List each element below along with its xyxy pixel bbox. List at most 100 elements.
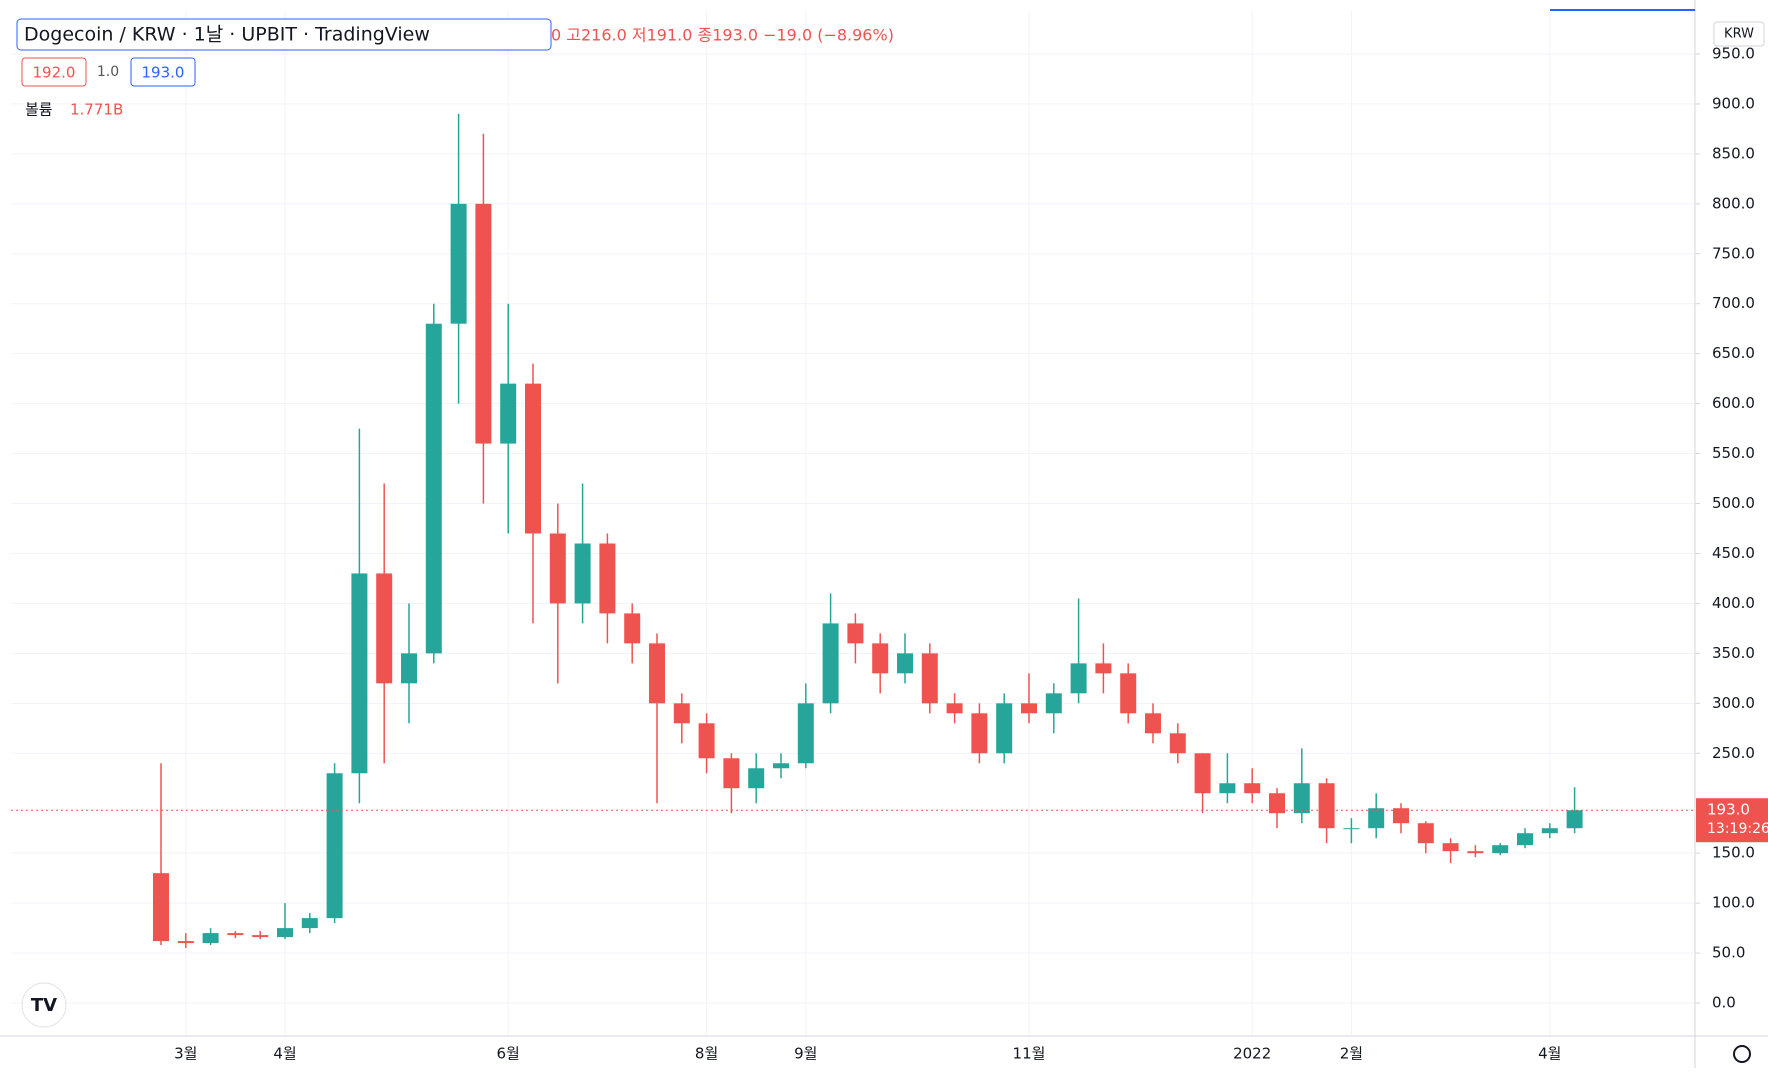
last-price-label: 193.0 — [1707, 801, 1750, 819]
last-price-box — [1696, 798, 1768, 843]
y-tick-label: 850.0 — [1712, 144, 1755, 162]
logo-mark: TV — [31, 995, 57, 1016]
candle-body — [549, 533, 566, 604]
candle-body — [1343, 828, 1360, 830]
candle-body — [376, 573, 393, 684]
candle-body — [1070, 663, 1087, 694]
candle-body — [301, 918, 318, 929]
y-tick-label: 450.0 — [1712, 544, 1755, 562]
y-tick-label: 50.0 — [1712, 944, 1745, 962]
symbol-box[interactable] — [16, 18, 552, 51]
ask-box[interactable] — [130, 57, 196, 87]
x-tick-label: 3월 — [174, 1045, 197, 1063]
candle-body — [649, 643, 665, 704]
candle-body — [525, 383, 541, 534]
y-tick-label: 700.0 — [1712, 294, 1755, 312]
candle-body — [773, 763, 789, 769]
candle-body — [673, 703, 690, 724]
currency-button[interactable] — [1713, 21, 1765, 47]
y-tick-label: 150.0 — [1712, 844, 1755, 862]
y-tick-label: 0.0 — [1712, 994, 1736, 1012]
y-tick-label: 250.0 — [1712, 744, 1755, 762]
bid: 192.0 — [33, 64, 76, 82]
candle-body — [153, 873, 169, 942]
x-tick-label: 4월 — [1538, 1045, 1561, 1063]
countdown: 13:19:26 — [1707, 821, 1768, 837]
candle-body — [872, 643, 889, 674]
x-tick-label: 4월 — [273, 1045, 296, 1063]
candle-body — [326, 773, 343, 919]
y-tick-label: 550.0 — [1712, 444, 1755, 462]
y-tick-label: 400.0 — [1712, 594, 1755, 612]
ask: 193.0 — [142, 64, 185, 82]
candle-body — [599, 543, 616, 614]
candle-body — [1492, 845, 1509, 854]
candle-body — [227, 933, 244, 936]
x-tick-label: 11월 — [1013, 1045, 1046, 1063]
y-tick-label: 300.0 — [1712, 694, 1755, 712]
candle-body — [797, 703, 814, 764]
y-tick-label: 650.0 — [1712, 344, 1755, 362]
candle-body — [177, 941, 194, 944]
y-tick-label: 500.0 — [1712, 494, 1755, 512]
candle-body — [971, 713, 988, 754]
candle-body — [847, 623, 864, 644]
candle-body — [1095, 663, 1112, 674]
x-tick-label: 8월 — [695, 1045, 718, 1063]
volume-label: 볼륨 — [25, 101, 53, 119]
candle-body — [574, 543, 591, 604]
candle-body — [202, 933, 219, 944]
candle-body — [996, 703, 1013, 754]
candle-body — [698, 723, 715, 759]
y-tick-label: 800.0 — [1712, 194, 1755, 212]
y-tick-label: 600.0 — [1712, 394, 1755, 412]
candle-body — [1021, 703, 1037, 714]
y-tick-label: 950.0 — [1712, 44, 1755, 62]
candle-body — [1467, 851, 1484, 854]
bid-box[interactable] — [21, 57, 87, 87]
currency: KRW — [1724, 27, 1754, 42]
candle-body — [1517, 833, 1533, 846]
candle-body — [475, 203, 492, 444]
candle-body — [1169, 733, 1186, 754]
x-tick-label: 6월 — [497, 1045, 520, 1063]
candle-body — [1194, 753, 1211, 794]
candle-body — [1219, 783, 1236, 794]
candle-body — [401, 653, 417, 684]
candle-body — [1541, 828, 1558, 834]
candle-body — [252, 935, 269, 938]
candle-body — [1393, 808, 1409, 824]
candle-body — [921, 653, 938, 704]
candle-body — [1045, 693, 1062, 714]
settings-icon[interactable] — [1733, 1045, 1751, 1063]
candle-body — [500, 383, 517, 444]
candle-body — [748, 768, 765, 789]
symbol-title: Dogecoin / KRW · 1날 · UPBIT · TradingVie… — [24, 24, 430, 46]
logo[interactable] — [21, 982, 67, 1028]
candle-body — [1442, 843, 1459, 852]
candle-body — [425, 323, 442, 654]
ohlc-text: 0 고216.0 저191.0 종193.0 −19.0 (−8.96%) — [551, 26, 894, 45]
y-tick-label: 750.0 — [1712, 244, 1755, 262]
candle-body — [1120, 673, 1137, 714]
candle-body — [822, 623, 839, 704]
candle-body — [1368, 808, 1385, 829]
candle-body — [1417, 823, 1434, 844]
y-tick-label: 100.0 — [1712, 894, 1755, 912]
candle-body — [723, 758, 740, 789]
candle-body — [1293, 783, 1310, 814]
candle-body — [1269, 793, 1285, 814]
y-tick-label: 350.0 — [1712, 644, 1755, 662]
candle-body — [1318, 783, 1335, 829]
candle-body — [351, 573, 368, 774]
plot-area — [11, 11, 1695, 1035]
x-tick-label: 9월 — [794, 1045, 817, 1063]
candle-body — [450, 203, 467, 324]
candle-body — [277, 928, 293, 938]
candle-body — [1244, 783, 1261, 794]
volume-value: 1.771B — [70, 101, 123, 119]
candle-body — [1566, 810, 1583, 829]
candle-body — [897, 653, 913, 674]
